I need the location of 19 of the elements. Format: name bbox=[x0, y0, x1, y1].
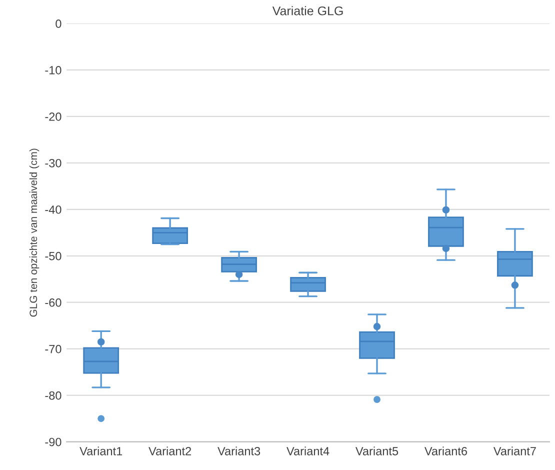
y-tick-label: 0 bbox=[56, 20, 62, 28]
y-tick-label: -10 bbox=[45, 66, 62, 74]
y-tick-label: -30 bbox=[45, 158, 62, 168]
x-tick-label: Variant6 bbox=[424, 446, 468, 456]
y-tick-label: -70 bbox=[45, 344, 62, 354]
y-tick-label: -40 bbox=[45, 205, 62, 214]
y-tick-label: -20 bbox=[45, 112, 62, 121]
x-tick-label: Variant4 bbox=[286, 446, 330, 456]
y-tick-label: -80 bbox=[45, 391, 62, 400]
y-tick-label: -50 bbox=[45, 252, 62, 260]
x-tick-label: Variant5 bbox=[356, 446, 398, 456]
y-tick-label: -90 bbox=[45, 438, 62, 446]
x-tick-label: Variant7 bbox=[493, 446, 536, 456]
x-tick-label: Variant2 bbox=[148, 446, 192, 456]
chart-title: Variatie GLG bbox=[272, 6, 343, 16]
x-tick-label: Variant3 bbox=[218, 446, 260, 456]
y-axis-title: GLG ten opzichte van maaiveld (cm) bbox=[29, 148, 40, 317]
x-tick-label: Variant1 bbox=[80, 446, 122, 456]
y-tick-label: -60 bbox=[45, 298, 62, 307]
